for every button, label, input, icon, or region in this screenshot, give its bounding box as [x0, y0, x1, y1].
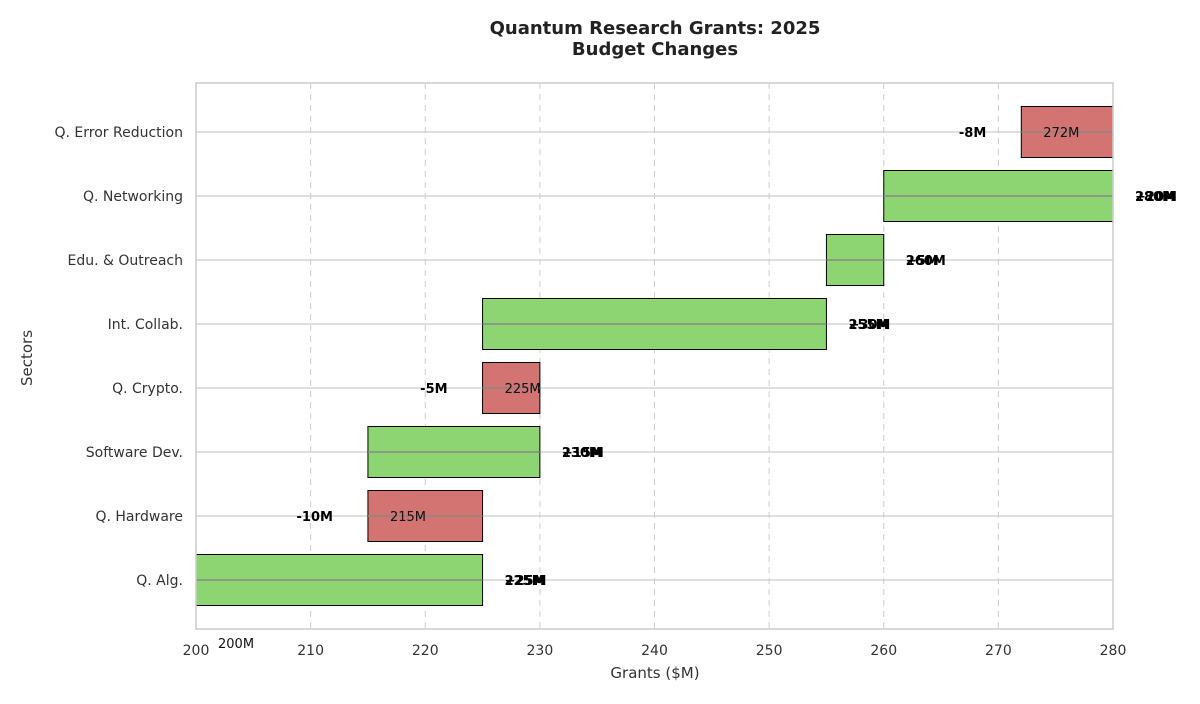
x-tick-label: 280 — [1100, 643, 1127, 659]
delta-label: -8M — [959, 126, 986, 141]
running-total-label: 260M — [906, 254, 946, 269]
x-axis-label: Grants ($M) — [610, 664, 699, 682]
delta-label: -5M — [420, 382, 447, 397]
chart-title-line-1: Quantum Research Grants: 2025 — [490, 18, 821, 39]
x-tick-label: 240 — [641, 643, 668, 659]
delta-label: +15M — [562, 446, 604, 461]
x-tick-label: 220 — [412, 643, 439, 659]
plot-frame — [195, 82, 1114, 630]
y-tick-label: Q. Hardware — [95, 509, 183, 525]
running-total-label: 230M — [562, 446, 602, 461]
y-tick-label: Q. Error Reduction — [55, 125, 183, 141]
running-total-label: 225M — [505, 382, 541, 397]
x-tick-label: 210 — [297, 643, 324, 659]
x-tick-label: 230 — [527, 643, 554, 659]
running-total-label: 215M — [390, 510, 426, 525]
x-tick-label: 260 — [870, 643, 897, 659]
x-ticks: 200 210 220 230 240 250 260 270 280 — [183, 643, 1127, 659]
y-tick-label: Int. Collab. — [108, 317, 183, 333]
bars — [195, 106, 1114, 606]
delta-label: -10M — [297, 510, 333, 525]
start-value-label: 200M — [218, 637, 254, 652]
chart-title-line-2: Budget Changes — [572, 39, 738, 60]
running-total-label: 280M — [1135, 190, 1175, 205]
y-tick-label: Q. Alg. — [136, 573, 183, 589]
x-tick-label: 270 — [985, 643, 1012, 659]
y-ticks: Q. Alg. Q. Hardware Software Dev. Q. Crypto… — [55, 125, 183, 589]
y-axis-label: Sectors — [18, 330, 36, 386]
y-tick-label: Q. Networking — [83, 189, 183, 205]
y-tick-label: Q. Crypto. — [112, 381, 183, 397]
delta-label: +5M — [906, 254, 939, 269]
delta-label: +25M — [505, 574, 547, 589]
running-total-label: 272M — [1043, 126, 1079, 141]
delta-label: +30M — [848, 318, 890, 333]
x-tick-label: 250 — [756, 643, 783, 659]
running-total-label: 225M — [505, 574, 545, 589]
x-tick-label: 200 — [183, 643, 210, 659]
y-tick-label: Software Dev. — [86, 445, 183, 461]
grid-lines — [196, 83, 1113, 629]
y-tick-label: Edu. & Outreach — [68, 253, 183, 269]
delta-label: +20M — [1135, 190, 1177, 205]
running-total-label: 255M — [848, 318, 888, 333]
